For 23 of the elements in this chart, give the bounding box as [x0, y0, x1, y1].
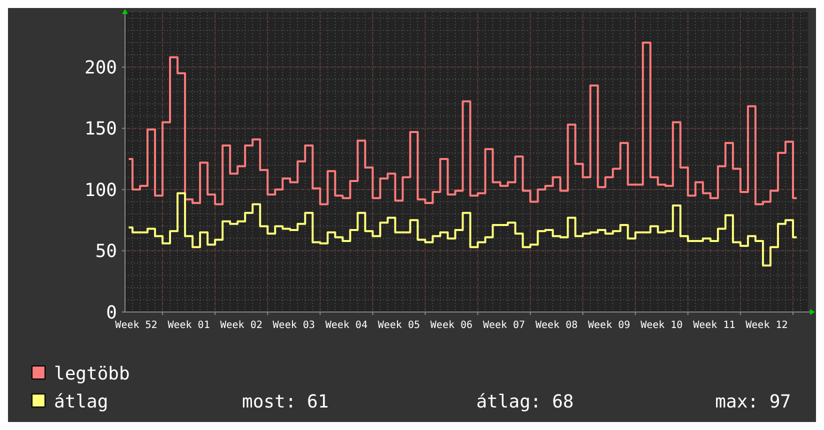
y-tick-label: 50 — [95, 241, 117, 262]
x-tick-label: Week 10 — [640, 320, 683, 331]
y-tick-label: 100 — [84, 180, 117, 201]
legend-label: átlag — [54, 391, 108, 412]
text: most: 61 — [242, 391, 329, 412]
x-tick-label: Week 12 — [746, 320, 788, 331]
x-tick-label: Week 06 — [430, 320, 473, 331]
y-tick-label: 150 — [84, 118, 117, 140]
text: átlag: 68 — [476, 391, 574, 412]
y-tick-label: 0 — [106, 302, 117, 324]
x-tick-label: Week 04 — [325, 320, 368, 331]
x-tick-label: Week 02 — [220, 320, 262, 331]
text: max: 97 — [715, 391, 791, 412]
x-tick-label: Week 03 — [272, 320, 315, 331]
x-tick-label: Week 08 — [535, 320, 578, 331]
x-tick-label: Week 09 — [588, 320, 630, 331]
x-tick-label: Week 01 — [168, 320, 210, 331]
legend-label: legtöbb — [54, 363, 130, 384]
x-tick-label: Week 52 — [115, 320, 158, 331]
x-tick-label: Week 11 — [693, 320, 736, 331]
y-tick-label: 200 — [84, 57, 117, 78]
x-tick-label: Week 07 — [482, 320, 526, 331]
x-tick-label: Week 05 — [378, 320, 420, 331]
